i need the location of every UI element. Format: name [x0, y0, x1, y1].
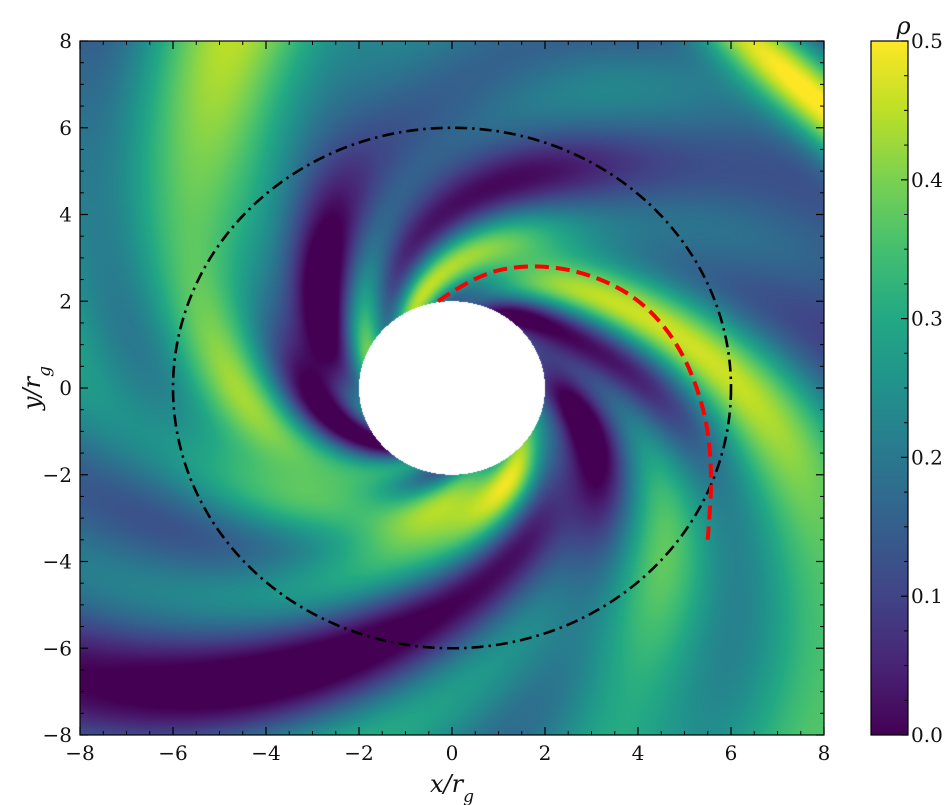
x-tick-label: 2 [539, 741, 552, 765]
x-tick-label: 8 [818, 741, 831, 765]
y-tick-label: 4 [59, 203, 72, 227]
x-tick-label: 6 [725, 741, 738, 765]
y-tick-label: 0 [59, 376, 72, 400]
y-axis-label: y/rg [18, 366, 55, 411]
x-axis-label: x/rg [430, 770, 474, 805]
colorbar-tick-label: 0.0 [911, 723, 943, 747]
x-tick-label: −2 [344, 741, 373, 765]
colorbar-tick-label: 0.3 [911, 307, 943, 331]
colorbar [870, 40, 909, 736]
y-tick-label: −2 [43, 463, 72, 487]
overlays [171, 126, 733, 650]
x-tick-label: −8 [65, 741, 94, 765]
colorbar-label: ρ [895, 12, 910, 40]
colorbar-ticks: 0.0 0.1 0.2 0.3 0.4 0.5 [901, 29, 943, 747]
x-tick-label: 0 [446, 741, 459, 765]
y-tick-label: 6 [59, 116, 72, 140]
y-tick-label: −4 [43, 550, 72, 574]
colorbar-tick-label: 0.5 [911, 29, 943, 53]
colorbar-tick-label: 0.1 [911, 584, 943, 608]
x-tick-label: 4 [632, 741, 645, 765]
y-tick-label: 8 [59, 29, 72, 53]
colorbar-tick-label: 0.2 [911, 445, 943, 469]
x-tick-label: −4 [251, 741, 280, 765]
dash-dot-circle [171, 126, 733, 650]
x-tick-label: −6 [158, 741, 187, 765]
colorbar-tick-label: 0.4 [911, 168, 943, 192]
plot-ticks: −8 −6 −4 −2 0 2 4 6 8 −8 −6 −4 −2 0 2 4 6 8 [43, 29, 831, 765]
y-tick-label: −8 [43, 723, 72, 747]
y-tick-label: −6 [43, 636, 72, 660]
red-dashed-arc [436, 264, 713, 540]
y-tick-label: 2 [59, 289, 72, 313]
density-heatmap [80, 41, 824, 735]
